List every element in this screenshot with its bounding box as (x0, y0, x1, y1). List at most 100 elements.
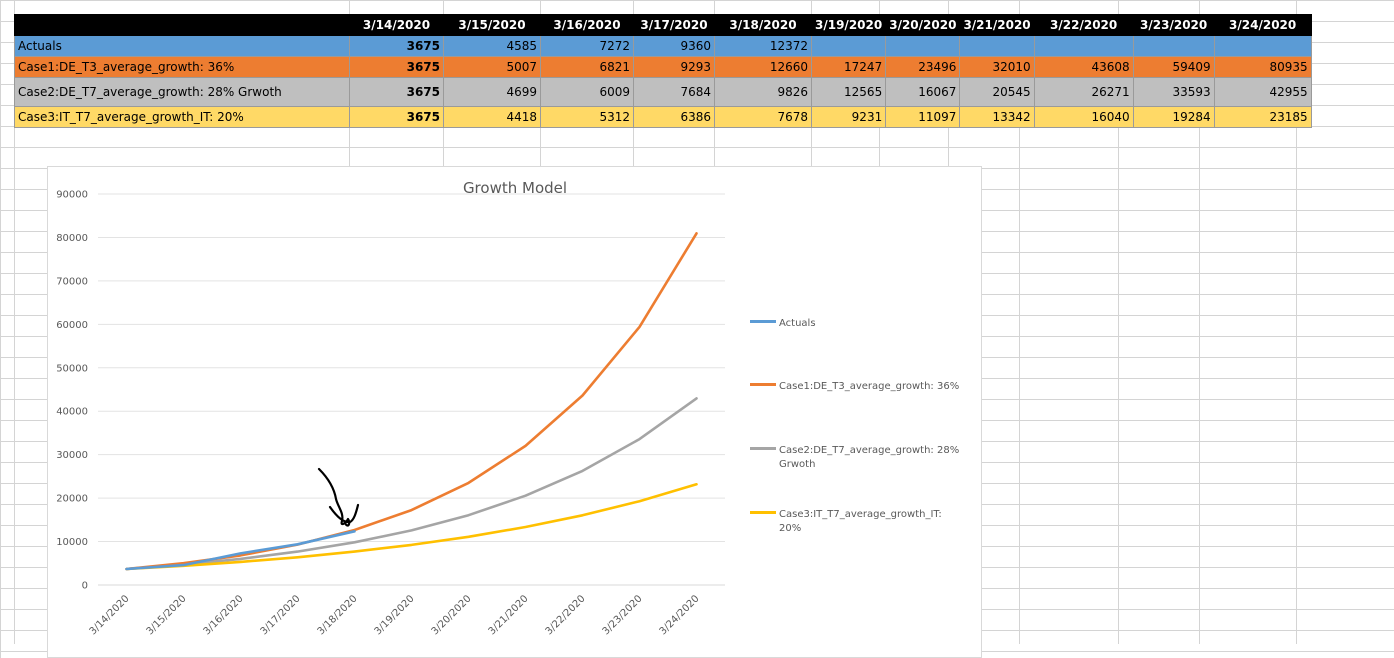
x-tick-label: 3/15/2020 (145, 593, 189, 637)
legend-label: Case3:IT_T7_average_growth_IT: 20% (779, 509, 942, 534)
value-cell[interactable]: 3675 (349, 106, 444, 128)
x-tick-label: 3/20/2020 (430, 593, 474, 637)
value-cell[interactable] (1033, 35, 1134, 57)
legend-item-case2[interactable]: Case2:DE_T7_average_growth: 28% Grwoth (750, 444, 970, 472)
value-cell[interactable]: 43608 (1033, 56, 1134, 78)
value-cell[interactable]: 33593 (1132, 77, 1215, 107)
y-tick-label: 80000 (56, 233, 88, 244)
y-tick-label: 10000 (56, 537, 88, 548)
header-date-cell[interactable]: 3/18/2020 (714, 14, 812, 36)
value-cell[interactable]: 12660 (714, 56, 812, 78)
chart-title: Growth Model (463, 179, 567, 197)
pen-annotation-arrow (317, 467, 360, 527)
header-date-cell[interactable]: 3/23/2020 (1132, 14, 1215, 36)
value-cell[interactable]: 5312 (540, 106, 634, 128)
value-cell[interactable]: 9293 (633, 56, 715, 78)
legend-item-case1[interactable]: Case1:DE_T3_average_growth: 36% (750, 380, 970, 394)
value-cell[interactable]: 59409 (1132, 56, 1215, 78)
legend-item-case3[interactable]: Case3:IT_T7_average_growth_IT: 20% (750, 508, 970, 536)
row-label-cell[interactable]: Case3:IT_T7_average_growth_IT: 20% (14, 106, 350, 128)
y-tick-label: 50000 (56, 363, 88, 374)
header-date-cell[interactable]: 3/21/2020 (959, 14, 1035, 36)
series-line-1[interactable] (125, 232, 698, 571)
value-cell[interactable]: 6009 (540, 77, 634, 107)
value-cell[interactable]: 5007 (443, 56, 541, 78)
x-tick-label: 3/23/2020 (601, 593, 645, 637)
y-tick-label: 0 (82, 581, 88, 592)
header-corner-cell[interactable] (14, 14, 350, 36)
value-cell[interactable]: 9231 (810, 106, 887, 128)
value-cell[interactable]: 3675 (349, 77, 444, 107)
legend-label: Case1:DE_T3_average_growth: 36% (779, 381, 960, 392)
value-cell[interactable]: 4585 (443, 35, 541, 57)
header-date-cell[interactable]: 3/16/2020 (540, 14, 634, 36)
value-cell[interactable]: 3675 (349, 35, 444, 57)
x-tick-label: 3/18/2020 (316, 593, 360, 637)
header-date-cell[interactable]: 3/14/2020 (349, 14, 444, 36)
value-cell[interactable]: 7678 (714, 106, 812, 128)
x-tick-label: 3/14/2020 (88, 593, 132, 637)
value-cell[interactable]: 13342 (959, 106, 1035, 128)
x-tick-label: 3/16/2020 (202, 593, 246, 637)
series-line-0[interactable] (125, 530, 356, 571)
value-cell[interactable] (810, 35, 887, 57)
value-cell[interactable]: 6386 (633, 106, 715, 128)
value-cell[interactable] (1213, 35, 1312, 57)
value-cell[interactable]: 17247 (810, 56, 887, 78)
series-line-2[interactable] (125, 397, 698, 571)
value-cell[interactable]: 7272 (540, 35, 634, 57)
legend-label: Case2:DE_T7_average_growth: 28% Grwoth (779, 445, 960, 470)
value-cell[interactable]: 4418 (443, 106, 541, 128)
value-cell[interactable]: 7684 (633, 77, 715, 107)
legend-swatch-icon (750, 382, 776, 386)
value-cell[interactable]: 80935 (1213, 56, 1312, 78)
header-date-cell[interactable]: 3/24/2020 (1213, 14, 1312, 36)
value-cell[interactable]: 20545 (959, 77, 1035, 107)
row-label-cell[interactable]: Case2:DE_T7_average_growth: 28% Grwoth (14, 77, 350, 107)
value-cell[interactable]: 4699 (443, 77, 541, 107)
value-cell[interactable]: 3675 (349, 56, 444, 78)
value-cell[interactable] (885, 35, 961, 57)
x-tick-label: 3/19/2020 (373, 593, 417, 637)
legend-label: Actuals (779, 318, 816, 329)
value-cell[interactable]: 23185 (1213, 106, 1312, 128)
header-date-cell[interactable]: 3/22/2020 (1033, 14, 1134, 36)
y-axis-ticks: 0 10000 20000 30000 40000 50000 60000 70000 8000… (56, 190, 88, 592)
header-date-cell[interactable]: 3/17/2020 (633, 14, 715, 36)
growth-chart: Growth Model 0 10000 20000 30000 40000 50000 6… (56, 179, 725, 637)
series-line-3[interactable] (125, 483, 698, 571)
gridlines (98, 193, 725, 586)
series-lines (125, 232, 698, 571)
value-cell[interactable]: 12372 (714, 35, 812, 57)
x-axis-ticks: 3/14/2020 3/15/2020 3/16/2020 3/17/2020 3/18… (88, 593, 702, 637)
x-tick-label: 3/17/2020 (259, 593, 303, 637)
value-cell[interactable]: 9826 (714, 77, 812, 107)
value-cell[interactable]: 26271 (1033, 77, 1134, 107)
x-tick-label: 3/24/2020 (658, 593, 702, 637)
value-cell[interactable]: 19284 (1132, 106, 1215, 128)
value-cell[interactable]: 9360 (633, 35, 715, 57)
value-cell[interactable] (1132, 35, 1215, 57)
row-label-cell[interactable]: Actuals (14, 35, 350, 57)
y-tick-label: 40000 (56, 407, 88, 418)
y-tick-label: 70000 (56, 276, 88, 287)
value-cell[interactable] (959, 35, 1035, 57)
value-cell[interactable]: 6821 (540, 56, 634, 78)
value-cell[interactable]: 16040 (1033, 106, 1134, 128)
value-cell[interactable]: 32010 (959, 56, 1035, 78)
legend-swatch-icon (750, 510, 776, 514)
row-label-cell[interactable]: Case1:DE_T3_average_growth: 36% (14, 56, 350, 78)
legend-item-actuals[interactable]: Actuals (750, 317, 970, 331)
table-row-actuals: Actuals 3675 4585 7272 9360 12372 (14, 35, 1312, 57)
chart-container[interactable]: Growth Model 0 10000 20000 30000 40000 50000 6… (47, 166, 982, 658)
value-cell[interactable]: 11097 (885, 106, 961, 128)
value-cell[interactable]: 23496 (885, 56, 961, 78)
legend-swatch-icon (750, 446, 776, 450)
header-date-cell[interactable]: 3/19/2020 (810, 14, 887, 36)
value-cell[interactable]: 16067 (885, 77, 961, 107)
header-row: 3/14/2020 3/15/2020 3/16/2020 3/17/2020 … (14, 14, 1312, 36)
value-cell[interactable]: 42955 (1213, 77, 1312, 107)
header-date-cell[interactable]: 3/15/2020 (443, 14, 541, 36)
value-cell[interactable]: 12565 (810, 77, 887, 107)
header-date-cell[interactable]: 3/20/2020 (885, 14, 961, 36)
